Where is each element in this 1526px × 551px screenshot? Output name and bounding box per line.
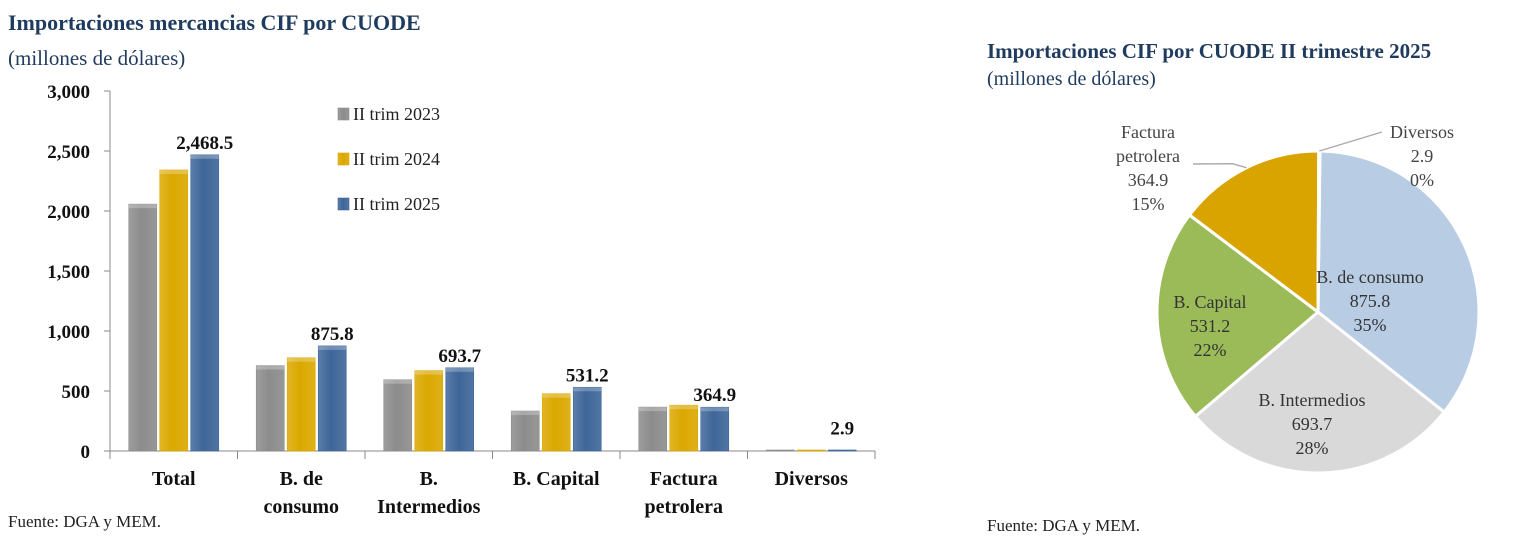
bar-2025 [827, 449, 857, 452]
bar-2025 [445, 367, 475, 452]
pie-chart: B. de consumo 875.8 35% B. Intermedios 693.7… [1116, 122, 1481, 475]
leader-line-petrolera [1192, 163, 1247, 169]
bar-2023 [128, 203, 158, 452]
bar-highlight [445, 367, 474, 372]
bar-2024 [414, 370, 444, 452]
bar-highlight [383, 379, 412, 384]
bar-highlight [669, 405, 698, 410]
category-label: Intermedios [377, 496, 481, 518]
bar-highlight [542, 393, 571, 398]
bar-2025 [317, 345, 347, 452]
y-tick-label: 1,000 [47, 322, 90, 343]
data-label: 693.7 [438, 346, 481, 367]
data-label: 875.8 [311, 324, 354, 345]
category-label: Factura [650, 468, 718, 490]
bar-2023 [255, 365, 285, 452]
pie-label-intermedios: B. Intermedios [1259, 390, 1366, 410]
bar-2024 [669, 404, 699, 452]
bar-highlight [159, 169, 188, 174]
bar-2023 [638, 406, 668, 452]
leader-line-diversos [1319, 131, 1383, 152]
bar-2025 [572, 386, 602, 452]
y-tick-label: 0 [81, 442, 91, 463]
category-label: Total [152, 468, 196, 490]
pie-label-diversos: 2.9 [1411, 146, 1434, 166]
pie-slice-capital [1155, 212, 1321, 419]
category-label: consumo [263, 496, 339, 518]
bar-highlight [638, 407, 667, 412]
category-label: B. [420, 468, 438, 490]
bar-2023 [383, 379, 413, 452]
legend-label: II trim 2023 [353, 104, 440, 124]
pie-label-intermedios: 28% [1296, 438, 1329, 458]
y-tick-label: 2,000 [47, 202, 90, 223]
bar-chart: 0 500 1,000 1,500 2,000 2,500 3,000 Total B. de c… [47, 82, 876, 518]
bar-highlight [573, 387, 602, 392]
bar-2025 [700, 406, 730, 452]
y-tick-label: 500 [62, 382, 91, 403]
pie-label-capital: 22% [1194, 340, 1227, 360]
bar-highlight [414, 370, 443, 375]
bar-2025 [190, 154, 220, 452]
category-label: B. de [280, 468, 323, 490]
bar-highlight [700, 407, 729, 412]
pie-label-petrolera: petrolera [1116, 146, 1180, 166]
pie-chart-title: Importaciones CIF por CUODE II trimestre… [987, 39, 1432, 63]
bar-chart-title: Importaciones mercancias CIF por CUODE [8, 10, 421, 35]
pie-label-petrolera: Factura [1121, 122, 1175, 142]
pie-label-capital: B. Capital [1174, 292, 1247, 312]
data-label: 364.9 [693, 385, 736, 406]
data-label: 2.9 [830, 419, 854, 440]
category-label: B. Capital [513, 468, 600, 490]
bar-highlight [190, 154, 219, 159]
bar-chart-source: Fuente: DGA y MEM. [8, 512, 161, 531]
bar-highlight [287, 357, 316, 362]
bar-chart-subtitle: (millones de dólares) [8, 46, 186, 70]
legend-label: II trim 2024 [353, 149, 440, 169]
bar-highlight [318, 345, 347, 350]
pie-label-capital: 531.2 [1190, 316, 1231, 336]
bar-highlight [128, 204, 157, 209]
bar-2024 [159, 169, 189, 452]
pie-label-diversos: 0% [1410, 170, 1434, 190]
pie-slice-diversos [1316, 149, 1322, 313]
legend-swatch [337, 107, 350, 121]
pie-slice-intermedios [1193, 310, 1447, 475]
pie-label-consumo: 875.8 [1350, 291, 1391, 311]
bar-highlight [511, 411, 540, 416]
legend-label: II trim 2025 [353, 194, 440, 214]
pie-label-consumo: 35% [1354, 315, 1387, 335]
pie-slice-consumo [1316, 149, 1481, 415]
pie-label-petrolera: 15% [1132, 194, 1165, 214]
bar-highlight [256, 365, 285, 370]
bar-2023 [765, 449, 795, 452]
legend-swatch [337, 197, 350, 211]
data-label: 531.2 [566, 365, 609, 386]
pie-chart-subtitle: (millones de dólares) [987, 68, 1156, 90]
bar-2024 [796, 449, 826, 452]
pie-label-intermedios: 693.7 [1292, 414, 1333, 434]
pie-slice-petrolera [1187, 149, 1321, 316]
pie-label-consumo: B. de consumo [1316, 267, 1424, 287]
pie-label-petrolera: 364.9 [1128, 170, 1169, 190]
legend-swatch [337, 152, 350, 166]
y-tick-label: 2,500 [47, 142, 90, 163]
data-label: 2,468.5 [176, 133, 233, 154]
pie-label-diversos: Diversos [1390, 122, 1454, 142]
bar-2023 [510, 410, 540, 452]
pie-chart-source: Fuente: DGA y MEM. [987, 516, 1140, 535]
bar-2024 [541, 393, 571, 452]
y-tick-label: 3,000 [47, 82, 90, 103]
y-tick-label: 1,500 [47, 262, 90, 283]
bar-2024 [286, 357, 316, 452]
category-label: Diversos [775, 468, 849, 490]
category-label: petrolera [645, 496, 724, 518]
